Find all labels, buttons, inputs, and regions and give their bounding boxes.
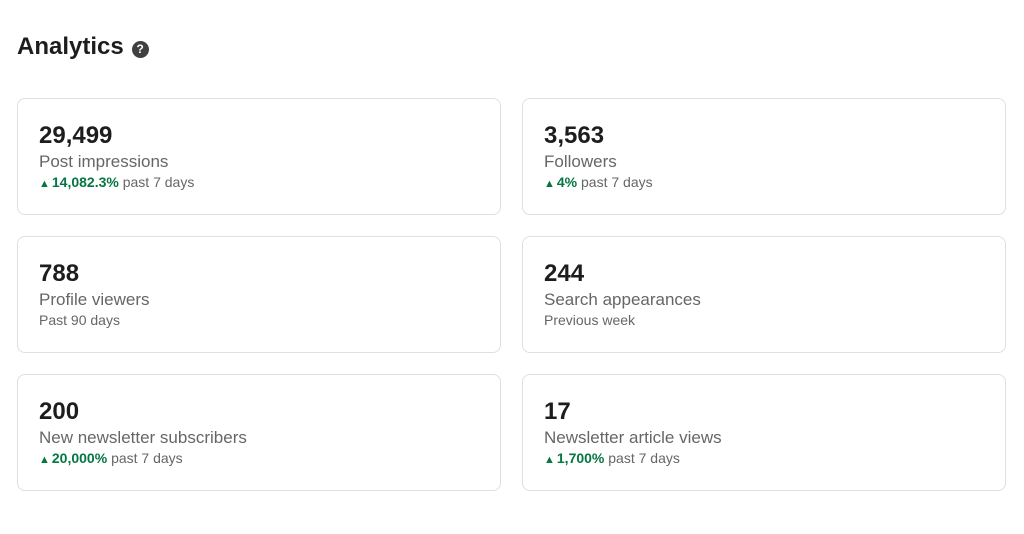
analytics-card-followers[interactable]: 3,563 Followers ▲ 4% past 7 days — [522, 98, 1006, 215]
triangle-up-icon: ▲ — [544, 454, 555, 466]
card-label: Post impressions — [39, 152, 169, 171]
analytics-card-profile-viewers[interactable]: 788 Profile viewers Past 90 days — [17, 236, 501, 353]
card-change: ▲ 4% past 7 days — [544, 173, 984, 193]
card-change: ▲ 20,000% past 7 days — [39, 449, 479, 469]
change-period: past 7 days — [111, 450, 183, 466]
card-label: New newsletter subscribers — [39, 428, 247, 447]
triangle-up-icon: ▲ — [39, 454, 50, 466]
card-change: ▲ 14,082.3% past 7 days — [39, 173, 479, 193]
card-label: Followers — [544, 152, 617, 171]
card-period: Past 90 days — [39, 312, 120, 328]
analytics-card-newsletter-article-views[interactable]: 17 Newsletter article views ▲ 1,700% past … — [522, 374, 1006, 491]
card-value: 17 — [544, 398, 571, 425]
card-value: 200 — [39, 398, 80, 425]
card-label: Profile viewers — [39, 290, 150, 309]
change-period: past 7 days — [581, 174, 653, 190]
card-change: ▲ 1,700% past 7 days — [544, 449, 984, 469]
card-label: Newsletter article views — [544, 428, 722, 447]
card-value: 244 — [544, 260, 585, 287]
triangle-up-icon: ▲ — [39, 178, 50, 190]
card-value: 29,499 — [39, 122, 113, 149]
card-value: 788 — [39, 260, 80, 287]
change-percent: 14,082.3% — [51, 174, 119, 190]
card-period: Previous week — [544, 312, 636, 328]
analytics-card-search-appearances[interactable]: 244 Search appearances Previous week — [522, 236, 1006, 353]
change-percent: 4% — [556, 174, 578, 190]
analytics-card-post-impressions[interactable]: 29,499 Post impressions ▲ 14,082.3% past 7… — [17, 98, 501, 215]
card-value: 3,563 — [544, 122, 605, 149]
analytics-card-new-newsletter-subscribers[interactable]: 200 New newsletter subscribers ▲ 20,000% p… — [17, 374, 501, 491]
change-percent: 1,700% — [556, 450, 605, 466]
page-title: Analytics — [17, 33, 124, 60]
change-percent: 20,000% — [51, 450, 108, 466]
card-label: Search appearances — [544, 290, 701, 309]
triangle-up-icon: ▲ — [544, 178, 555, 190]
change-period: past 7 days — [608, 450, 680, 466]
analytics-header: Analytics ? — [17, 33, 149, 61]
question-circle-icon[interactable]: ? — [131, 40, 149, 58]
analytics-cards: 29,499 Post impressions ▲ 14,082.3% past 7… — [17, 98, 1006, 491]
change-period: past 7 days — [122, 174, 195, 190]
